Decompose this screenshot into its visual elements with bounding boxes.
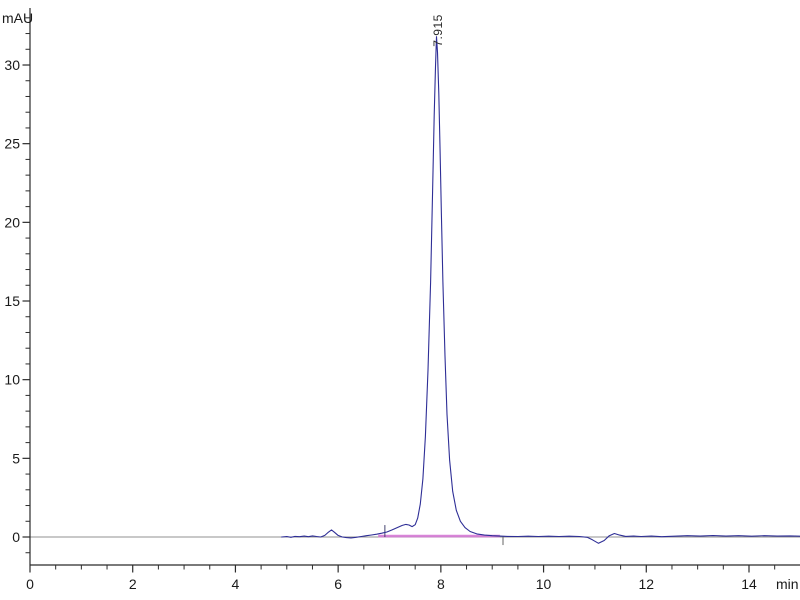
y-tick-label: 10 bbox=[4, 372, 20, 388]
x-tick-label: 6 bbox=[334, 576, 342, 592]
integration-baseline bbox=[378, 525, 504, 546]
x-tick-label: 14 bbox=[741, 576, 757, 592]
y-tick-label: 20 bbox=[4, 214, 20, 230]
signal-trace bbox=[281, 36, 800, 544]
x-tick-label: 0 bbox=[26, 576, 34, 592]
y-tick-label: 30 bbox=[4, 57, 20, 73]
y-tick-label: 25 bbox=[4, 136, 20, 152]
x-tick-label: 2 bbox=[129, 576, 137, 592]
x-axis-unit-label: min bbox=[776, 576, 799, 592]
signal-trace-path bbox=[281, 36, 800, 544]
x-tick-label: 4 bbox=[232, 576, 240, 592]
y-tick-label: 5 bbox=[12, 450, 20, 466]
x-tick-label: 10 bbox=[536, 576, 552, 592]
x-tick-label: 8 bbox=[437, 576, 445, 592]
axes: 0 5 10 15 20 25 30 0 2 4 6 8 10 12 14 bbox=[4, 8, 800, 592]
x-tick-label: 12 bbox=[638, 576, 654, 592]
y-tick-label: 15 bbox=[4, 293, 20, 309]
y-tick-label: 0 bbox=[12, 529, 20, 545]
peak-retention-time-label: 7.915 bbox=[431, 14, 445, 47]
y-axis-unit-label: mAU bbox=[2, 10, 33, 26]
